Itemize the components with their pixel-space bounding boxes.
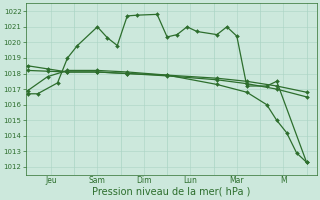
X-axis label: Pression niveau de la mer( hPa ): Pression niveau de la mer( hPa )	[92, 187, 250, 197]
